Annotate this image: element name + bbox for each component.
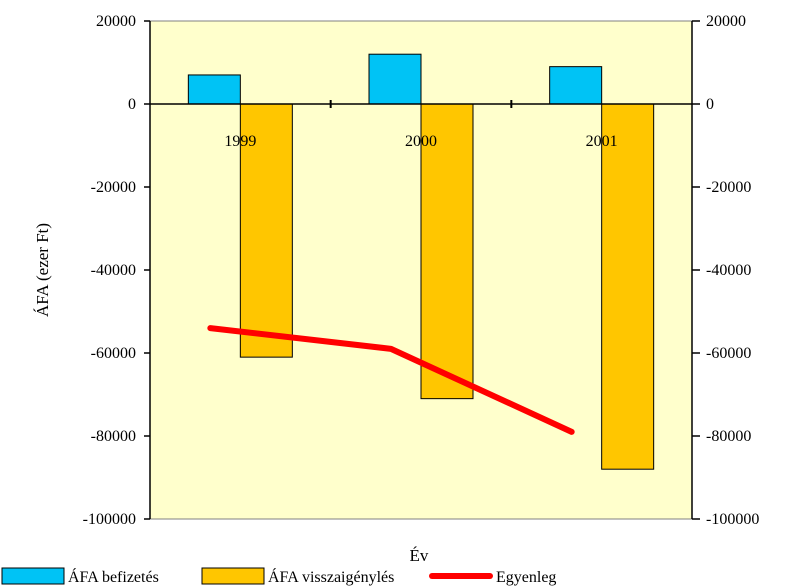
y-tick-label-right: 0 (706, 96, 714, 113)
y-tick-label-right: 20000 (706, 13, 746, 30)
legend-befizetes-label: ÁFA befizetés (68, 567, 159, 586)
y-tick-label-left: -20000 (91, 179, 136, 196)
y-tick-label-right: -60000 (706, 345, 751, 362)
y-tick-label-left: -60000 (91, 345, 136, 362)
bar-befizetes-2000 (368, 53, 422, 105)
y-axis-title: ÁFA (ezer Ft) (33, 223, 52, 317)
series-line-egyenleg (207, 325, 575, 435)
y-tick-label-right: -100000 (706, 511, 759, 528)
x-tick-label-2000: 2000 (405, 133, 437, 150)
y-tick-label-right: -40000 (706, 262, 751, 279)
bar-befizetes-1999 (187, 74, 241, 105)
legend: ÁFA befizetés ÁFA visszaigénylés Egyenleg (1, 567, 556, 586)
category-labels: 1999 2000 2001 (224, 133, 617, 150)
x-axis-title: Év (410, 546, 429, 565)
legend-befizetes-swatch (1, 567, 65, 585)
y-tick-label-left: 20000 (96, 13, 136, 30)
y-tick-label-left: -80000 (91, 428, 136, 445)
y-tick-label-left: -100000 (83, 511, 136, 528)
legend-egyenleg-label: Egyenleg (496, 569, 556, 586)
y-tick-label-right: -20000 (706, 179, 751, 196)
y-tick-label-right: -80000 (706, 428, 751, 445)
bar-befizetes-2001 (549, 66, 603, 105)
bar-visszaigenyles-2001 (601, 103, 655, 470)
legend-visszaigenyles-swatch (201, 567, 265, 585)
y-tick-label-left: 0 (128, 96, 136, 113)
legend-visszaigenyles-label: ÁFA visszaigénylés (268, 567, 394, 586)
x-tick-label-2001: 2001 (586, 133, 618, 150)
y-tick-label-left: -40000 (91, 262, 136, 279)
axes-layer: 20000 20000 0 0 -20000 -20000 -40000 -40000 -600… (83, 13, 760, 528)
x-tick-label-1999: 1999 (224, 133, 256, 150)
bar-visszaigenyles-2000 (420, 103, 474, 400)
